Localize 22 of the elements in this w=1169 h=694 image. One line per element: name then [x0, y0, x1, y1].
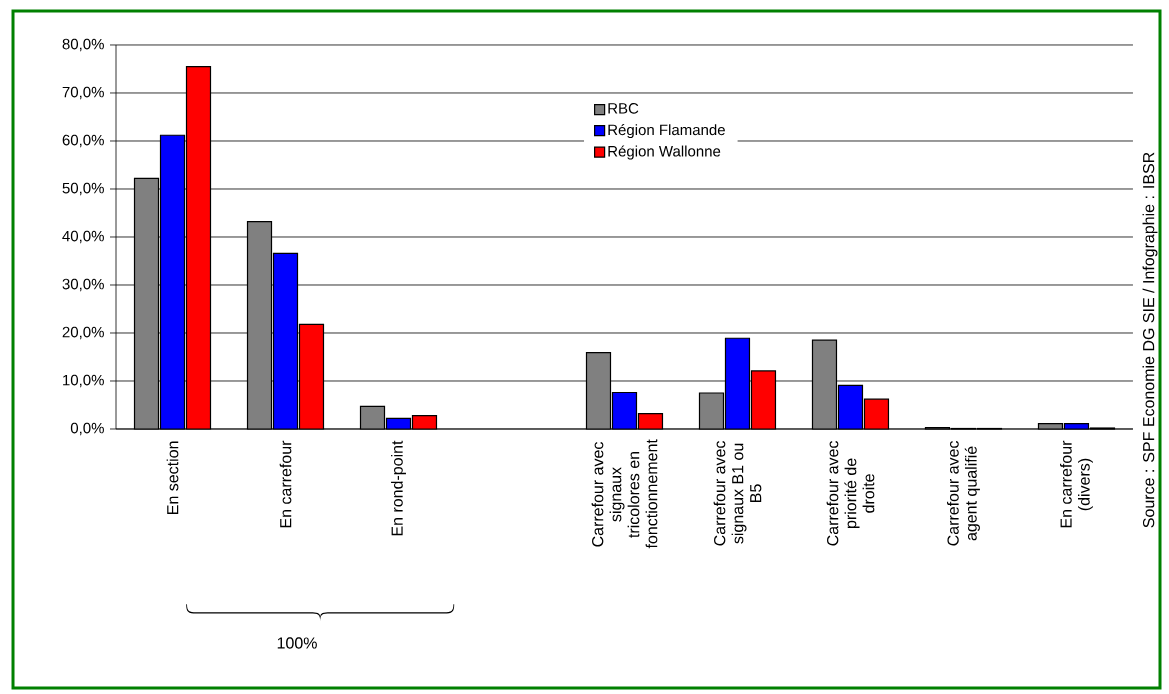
x-tick-label: En section: [166, 441, 179, 514]
x-tick-label: Carrefour avec agent qualifié: [947, 440, 980, 546]
y-tick-label: 60,0%: [62, 134, 104, 148]
y-tick-label: 50,0%: [62, 182, 104, 196]
x-tick-label: En rond-point: [391, 440, 406, 536]
y-tick-label: 20,0%: [62, 326, 104, 340]
y-tick-label: 0,0%: [70, 422, 104, 436]
y-tick-label: 80,0%: [62, 38, 104, 52]
x-tick-label: Carrefour avec priorité de droite: [826, 440, 875, 546]
x-tick-label: Carrefour avec signaux tricolores en fonctionnement: [591, 439, 658, 549]
y-tick-label: 40,0%: [62, 230, 104, 244]
y-tick-label: 10,0%: [63, 374, 104, 388]
x-tick-label: Carrefour avec signaux B1 ou B5: [713, 440, 762, 546]
legend-label: Région Flamande: [608, 123, 725, 139]
text: 100%: [277, 637, 317, 649]
x-tick-label: En carrefour: [279, 440, 292, 528]
source-note: Source : SPF Economie DG SIE / Infographie : IBSR: [1142, 152, 1158, 528]
legend-label: RBC: [608, 103, 639, 114]
x-tick-label: En carrefour (divers): [1060, 440, 1093, 528]
legend-label: Région Wallonne: [608, 145, 721, 160]
y-tick-label: 30,0%: [62, 278, 104, 292]
y-tick-label: 70,0%: [62, 86, 104, 100]
